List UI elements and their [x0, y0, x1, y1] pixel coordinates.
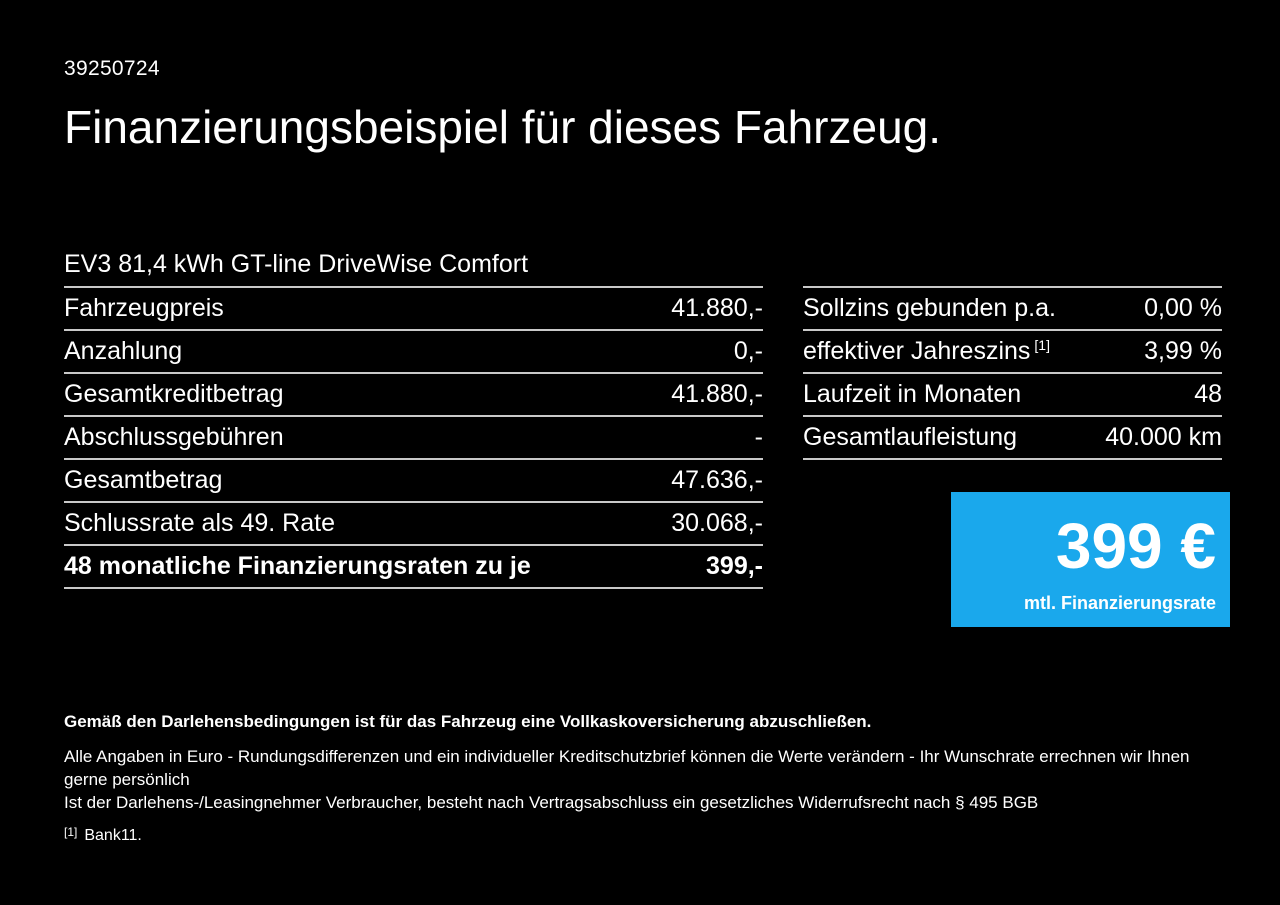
table-row: effektiver Jahreszins [1] 3,99 % [803, 329, 1222, 372]
row-label: 48 monatliche Finanzierungsraten zu je [64, 552, 531, 580]
row-value: 30.068,- [671, 509, 763, 537]
table-row: Gesamtbetrag 47.636,- [64, 458, 763, 501]
vehicle-id: 39250724 [64, 57, 160, 80]
table-row: Schlussrate als 49. Rate 30.068,- [64, 501, 763, 544]
vehicle-name: EV3 81,4 kWh GT-line DriveWise Comfort [64, 250, 529, 278]
table-row: Sollzins gebunden p.a. 0,00 % [803, 286, 1222, 329]
row-value: - [754, 423, 763, 451]
row-label: Fahrzeugpreis [64, 294, 224, 322]
row-label: Gesamtkreditbetrag [64, 380, 284, 408]
monthly-rate-box: 399 € mtl. Finanzierungsrate [951, 492, 1230, 627]
row-value: 47.636,- [671, 466, 763, 494]
footnote-marker: [1] [64, 825, 78, 839]
row-label: Laufzeit in Monaten [803, 380, 1022, 408]
conditions-table: Sollzins gebunden p.a. 0,00 % effektiver… [803, 286, 1222, 460]
row-value: 48 [1194, 380, 1222, 408]
row-value: 0,00 % [1144, 294, 1222, 322]
rate-amount: 399 € [1055, 510, 1216, 582]
footnote-marker: [1] [1034, 337, 1050, 353]
disclaimer-line: Alle Angaben in Euro - Rundungsdifferenz… [64, 747, 1190, 789]
row-value: 3,99 % [1144, 337, 1222, 365]
table-row: Gesamtkreditbetrag 41.880,- [64, 372, 763, 415]
row-label: Abschlussgebühren [64, 423, 284, 451]
finance-table: Fahrzeugpreis 41.880,- Anzahlung 0,- Ges… [64, 286, 763, 589]
bank-footnote: [1] Bank11. [64, 825, 1219, 845]
row-label-text: effektiver Jahreszins [803, 337, 1031, 365]
row-label: Anzahlung [64, 337, 183, 365]
table-row: Laufzeit in Monaten 48 [803, 372, 1222, 415]
disclaimer-line: Ist der Darlehens-/Leasingnehmer Verbrau… [64, 793, 1039, 812]
rate-caption: mtl. Finanzierungsrate [1023, 593, 1216, 613]
row-value: 399,- [706, 552, 763, 580]
table-row: Abschlussgebühren - [64, 415, 763, 458]
row-label: Schlussrate als 49. Rate [64, 509, 335, 537]
table-row: Fahrzeugpreis 41.880,- [64, 286, 763, 329]
row-value: 41.880,- [671, 294, 763, 322]
table-row-monthly-rate: 48 monatliche Finanzierungsraten zu je 3… [64, 544, 763, 587]
footer: Gemäß den Darlehensbedingungen ist für d… [64, 712, 1219, 845]
insurance-note: Gemäß den Darlehensbedingungen ist für d… [64, 712, 872, 731]
row-label: Gesamtbetrag [64, 466, 223, 494]
footnote-text: Bank11. [84, 827, 142, 844]
row-label: Sollzins gebunden p.a. [803, 294, 1056, 322]
row-label: Gesamtlaufleistung [803, 423, 1018, 451]
row-value: 40.000 km [1105, 423, 1222, 451]
page-title: Finanzierungsbeispiel für dieses Fahrzeu… [64, 101, 942, 153]
table-row: Anzahlung 0,- [64, 329, 763, 372]
row-value: 0,- [733, 337, 763, 365]
row-label: effektiver Jahreszins [1] [803, 337, 1050, 366]
table-row: Gesamtlaufleistung 40.000 km [803, 415, 1222, 458]
row-value: 41.880,- [671, 380, 763, 408]
